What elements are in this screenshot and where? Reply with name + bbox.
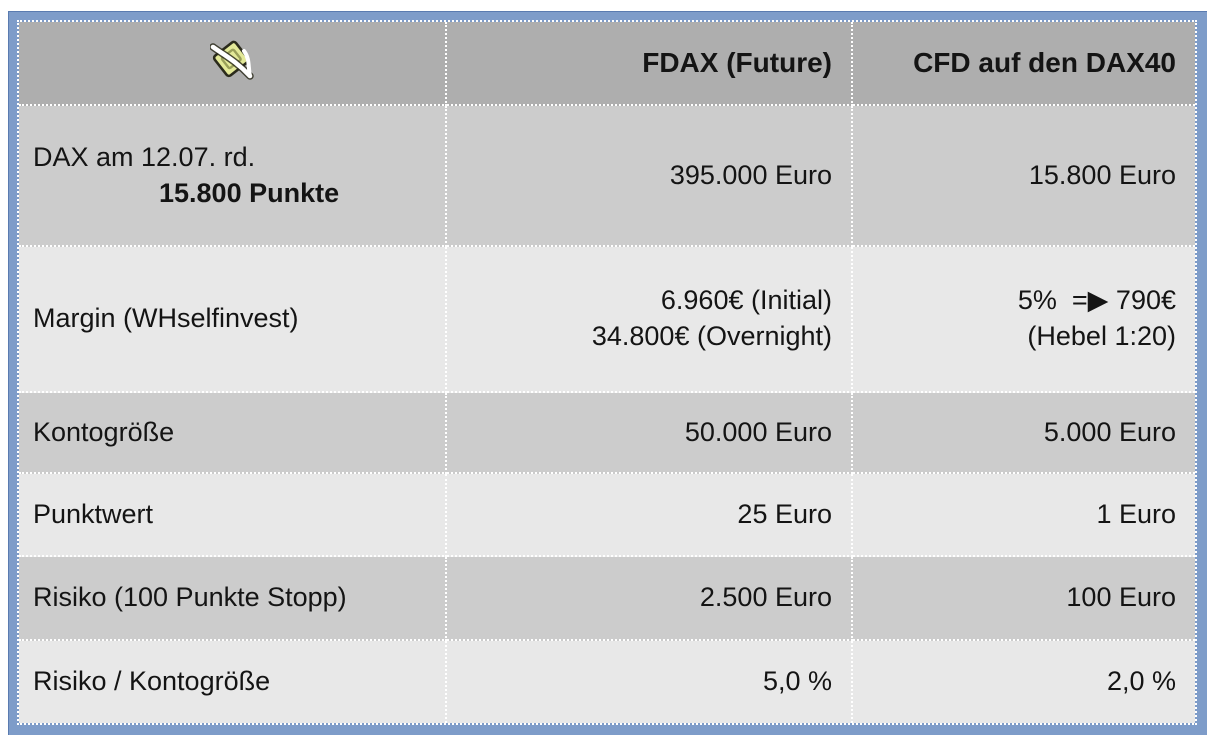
punktwert-label: Punktwert — [33, 498, 154, 529]
header-cell-icon — [19, 22, 447, 106]
punktwert-cfd-value: 1 Euro — [1096, 498, 1176, 529]
label-cell-kontogroesse: Kontogröße — [19, 393, 447, 474]
risiko-kontogroesse-fdax-value: 5,0 % — [762, 666, 832, 697]
value-cell-dax-cfd: 15.800 Euro — [853, 106, 1195, 247]
label-cell-punktwert: Punktwert — [19, 474, 447, 557]
risiko-cfd-value: 100 Euro — [1066, 582, 1176, 613]
header-cell-fdax: FDAX (Future) — [447, 22, 853, 106]
risiko-kontogroesse-cfd-value: 2,0 % — [1106, 666, 1176, 697]
margin-cfd-line1: 5% =▶ 790€ — [1017, 285, 1176, 316]
comparison-table: FDAX (Future) CFD auf den DAX40 DAX am 1… — [17, 20, 1197, 725]
value-cell-punktwert-cfd: 1 Euro — [853, 474, 1195, 557]
header-cell-cfd: CFD auf den DAX40 — [853, 22, 1195, 106]
margin-cfd-line2: (Hebel 1:20) — [1027, 321, 1176, 351]
kontogroesse-cfd-value: 5.000 Euro — [1043, 416, 1176, 447]
value-cell-margin-fdax: 6.960€ (Initial) 34.800€ (Overnight) — [447, 247, 853, 393]
value-cell-kontogroesse-fdax: 50.000 Euro — [447, 393, 853, 474]
dax-cfd-value: 15.800 Euro — [1028, 159, 1176, 190]
column-title-fdax: FDAX (Future) — [642, 46, 832, 78]
margin-label: Margin (WHselfinvest) — [33, 303, 299, 334]
punktwert-fdax-value: 25 Euro — [737, 498, 832, 529]
value-cell-punktwert-fdax: 25 Euro — [447, 474, 853, 557]
column-title-cfd: CFD auf den DAX40 — [913, 46, 1176, 78]
dax-label-line2: 15.800 Punkte — [159, 177, 340, 208]
value-cell-margin-cfd: 5% =▶ 790€ (Hebel 1:20) — [853, 247, 1195, 393]
margin-fdax-line2: 34.800€ (Overnight) — [591, 321, 832, 351]
value-cell-risiko-fdax: 2.500 Euro — [447, 557, 853, 641]
risiko-kontogroesse-label: Risiko / Kontogröße — [33, 666, 271, 697]
risiko-label: Risiko (100 Punkte Stopp) — [33, 582, 347, 613]
value-cell-risiko-cfd: 100 Euro — [853, 557, 1195, 641]
risiko-fdax-value: 2.500 Euro — [699, 582, 832, 613]
dax-label-line1: DAX am 12.07. rd. — [33, 141, 256, 172]
value-cell-risiko-kontogroesse-cfd: 2,0 % — [853, 641, 1195, 723]
value-cell-dax-fdax: 395.000 Euro — [447, 106, 853, 247]
value-cell-kontogroesse-cfd: 5.000 Euro — [853, 393, 1195, 474]
label-cell-risiko-kontogroesse: Risiko / Kontogröße — [19, 641, 447, 723]
dax-fdax-value: 395.000 Euro — [669, 159, 832, 190]
kontogroesse-label: Kontogröße — [33, 416, 175, 447]
label-cell-risiko: Risiko (100 Punkte Stopp) — [19, 557, 447, 641]
value-cell-risiko-kontogroesse-fdax: 5,0 % — [447, 641, 853, 723]
kontogroesse-fdax-value: 50.000 Euro — [684, 416, 832, 447]
margin-fdax-line1: 6.960€ (Initial) — [660, 285, 832, 316]
banknote-icon — [209, 35, 254, 91]
label-cell-margin: Margin (WHselfinvest) — [19, 247, 447, 393]
label-cell-dax: DAX am 12.07. rd. 15.800 Punkte — [19, 106, 447, 247]
table-frame: FDAX (Future) CFD auf den DAX40 DAX am 1… — [8, 11, 1207, 735]
